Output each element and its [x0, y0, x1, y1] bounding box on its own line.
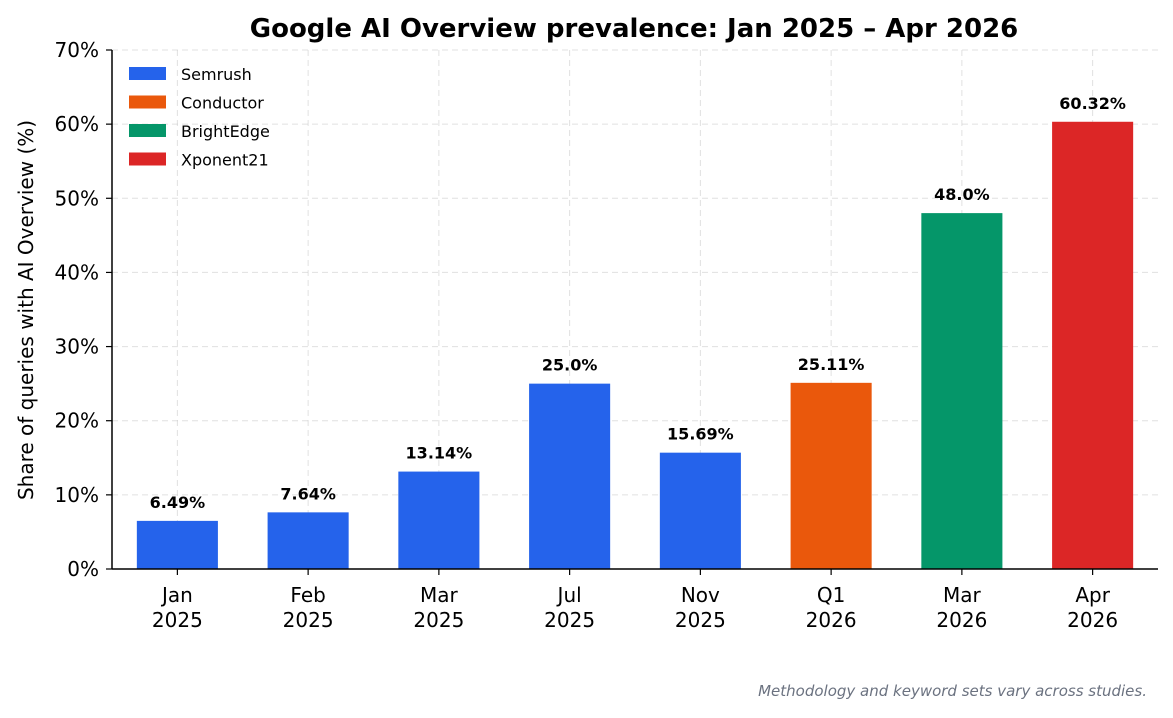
x-tick-label: Mar: [943, 583, 982, 607]
bar: [921, 213, 1003, 569]
y-tick-label: 30%: [55, 335, 99, 359]
axes: 0%10%20%30%40%50%60%70%Jan2025Feb2025Mar…: [55, 38, 1158, 632]
bar: [659, 452, 741, 569]
bars: 6.49% 7.64% 13.14% 25.0% 15.69% 25.11% 48.0% 60…: [136, 94, 1134, 569]
y-tick-label: 60%: [55, 112, 99, 136]
y-tick-label: 0%: [67, 557, 99, 581]
data-label: 48.0%: [934, 185, 990, 204]
x-tick-label: Q1: [817, 583, 845, 607]
x-tick-label: 2025: [675, 608, 726, 632]
x-tick-label: Jul: [556, 583, 582, 607]
data-label: 6.49%: [150, 493, 206, 512]
y-tick-label: 20%: [55, 409, 99, 433]
bar: [790, 382, 872, 569]
bar: [1052, 121, 1134, 569]
legend-swatch: [129, 152, 166, 166]
x-tick-label: Mar: [420, 583, 459, 607]
x-tick-label: 2026: [1067, 608, 1118, 632]
x-tick-label: 2026: [806, 608, 857, 632]
y-axis-label: Share of queries with AI Overview (%): [14, 120, 38, 500]
legend-swatch: [129, 124, 166, 137]
footnote: Methodology and keyword sets vary across…: [758, 682, 1147, 700]
x-tick-label: Apr: [1075, 583, 1110, 607]
bar: [267, 512, 349, 569]
chart-title: Google AI Overview prevalence: Jan 2025 …: [250, 14, 1019, 44]
y-tick-label: 50%: [55, 186, 99, 210]
x-tick-label: 2026: [936, 608, 987, 632]
x-tick-label: Nov: [681, 583, 720, 607]
x-tick-label: 2025: [544, 608, 595, 632]
legend-label: Semrush: [181, 65, 252, 84]
x-tick-label: 2025: [283, 608, 334, 632]
legend-swatch: [129, 67, 166, 80]
data-label: 15.69%: [667, 425, 734, 444]
data-label: 60.32%: [1059, 94, 1126, 113]
bar: [136, 520, 218, 569]
x-tick-label: Jan: [160, 583, 193, 607]
x-tick-label: 2025: [413, 608, 464, 632]
legend-swatch: [129, 95, 166, 109]
y-tick-label: 10%: [55, 483, 99, 507]
legend: Semrush Conductor BrightEdge Xponent21: [129, 65, 270, 170]
legend-label: Conductor: [181, 94, 264, 113]
legend-label: Xponent21: [181, 151, 269, 170]
y-tick-label: 40%: [55, 260, 99, 284]
data-label: 13.14%: [406, 444, 473, 463]
data-label: 7.64%: [280, 484, 336, 503]
data-label: 25.11%: [798, 355, 865, 374]
y-tick-label: 70%: [55, 38, 99, 62]
x-tick-label: Feb: [290, 583, 325, 607]
bar: [398, 471, 480, 569]
x-tick-label: 2025: [152, 608, 203, 632]
data-label: 25.0%: [542, 356, 598, 375]
legend-label: BrightEdge: [181, 122, 270, 141]
bar: [529, 383, 611, 569]
